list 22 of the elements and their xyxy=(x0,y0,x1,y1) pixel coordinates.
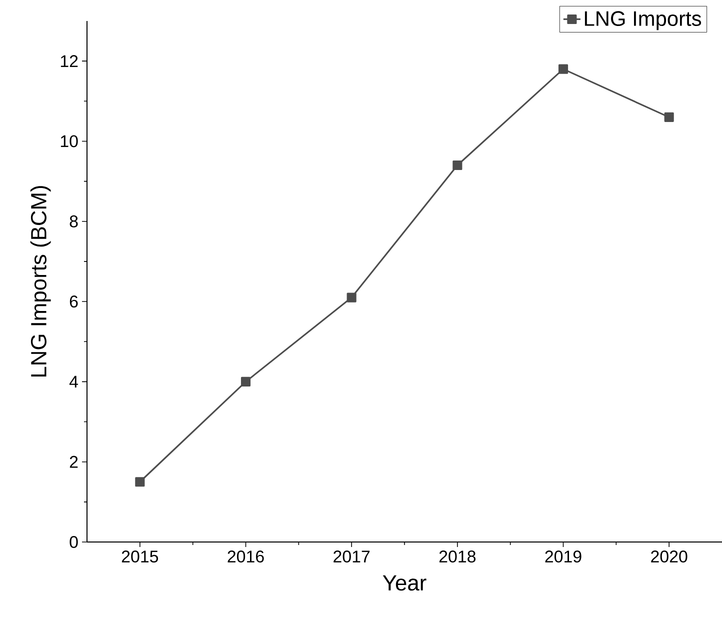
x-tick-label: 2019 xyxy=(545,550,582,563)
y-tick-label: 10 xyxy=(60,135,78,148)
y-tick-label: 4 xyxy=(69,376,78,388)
y-axis-title: LNG Imports (BCM) xyxy=(30,186,51,377)
x-tick-label: 2020 xyxy=(651,550,688,563)
y-tick-label: 6 xyxy=(70,296,78,308)
y-tick-label: 8 xyxy=(70,215,78,228)
point xyxy=(664,112,674,122)
x-tick-label: 2015 xyxy=(122,550,158,563)
point xyxy=(346,292,356,302)
point xyxy=(452,160,462,170)
y-tick-label: 2 xyxy=(70,456,78,468)
point xyxy=(240,376,251,386)
y-tick-label: 12 xyxy=(60,55,78,67)
x-axis-title: Year xyxy=(382,575,426,591)
x-tick-label: 2017 xyxy=(334,550,370,563)
legend-label: LNG Imports xyxy=(584,11,702,30)
y-tick-label: 0 xyxy=(70,536,78,548)
point xyxy=(558,64,568,74)
x-tick-label: 2016 xyxy=(228,550,264,563)
x-tick-label: 2018 xyxy=(439,550,476,563)
point xyxy=(135,477,145,487)
